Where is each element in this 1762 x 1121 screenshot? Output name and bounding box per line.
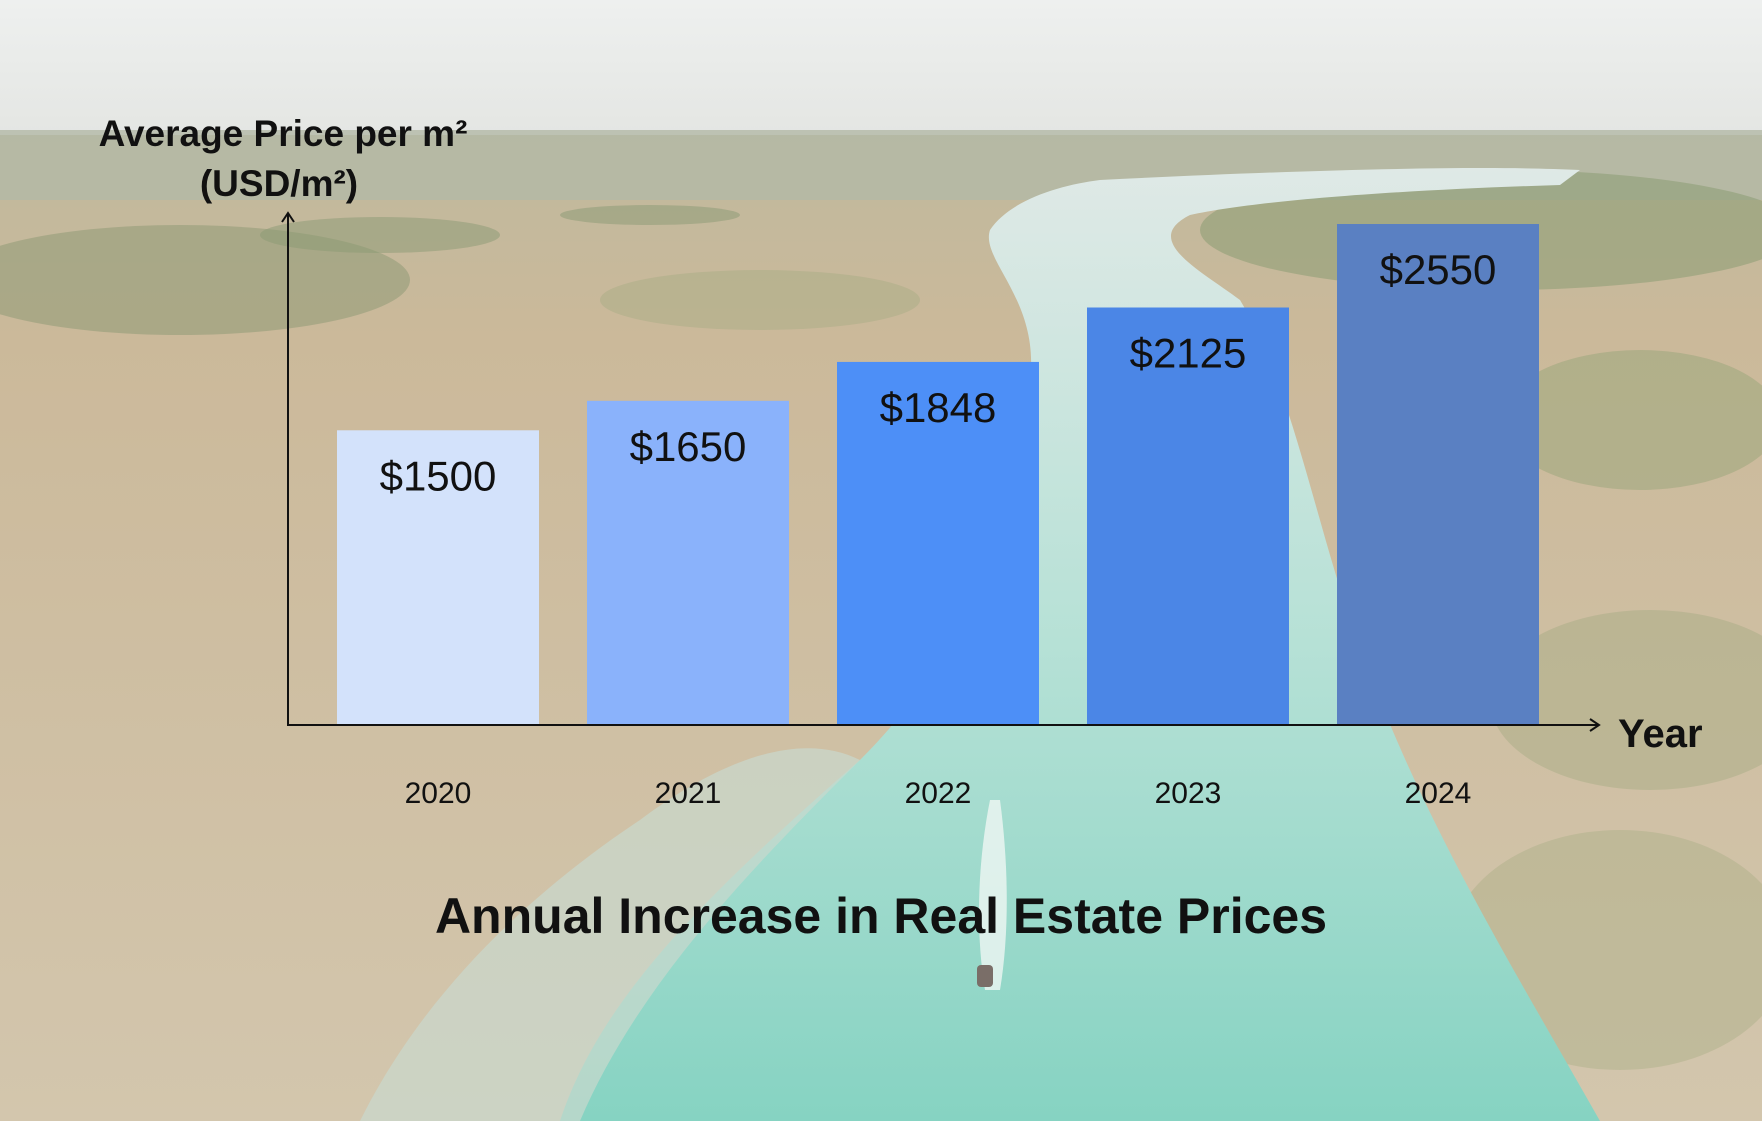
bar-2022 (837, 361, 1039, 725)
bar-2021 (587, 400, 789, 725)
bar-2024 (1337, 224, 1539, 725)
bar-2023 (1087, 307, 1289, 725)
x-tick-label-2022: 2022 (905, 777, 972, 810)
value-label-2023: $2125 (1130, 330, 1247, 377)
x-tick-label-group: 2020 2021 2022 2023 2024 (405, 777, 1472, 810)
x-tick-label-2020: 2020 (405, 777, 472, 810)
x-tick-label-2023: 2023 (1155, 777, 1222, 810)
value-label-group: $1500 $1650 $1848 $2125 $2550 (380, 246, 1497, 499)
bar-2020 (337, 430, 539, 725)
chart-title: Annual Increase in Real Estate Prices (435, 888, 1327, 944)
y-axis-label-line2: (USD/m²) (200, 163, 358, 204)
x-axis-label: Year (1618, 712, 1703, 756)
value-label-2021: $1650 (630, 423, 747, 470)
x-tick-label-2021: 2021 (655, 777, 722, 810)
value-label-2022: $1848 (880, 384, 997, 431)
y-axis-label-line1: Average Price per m² (99, 113, 468, 154)
x-tick-label-2024: 2024 (1405, 777, 1472, 810)
bar-group (337, 224, 1539, 725)
value-label-2024: $2550 (1380, 246, 1497, 293)
value-label-2020: $1500 (380, 452, 497, 499)
